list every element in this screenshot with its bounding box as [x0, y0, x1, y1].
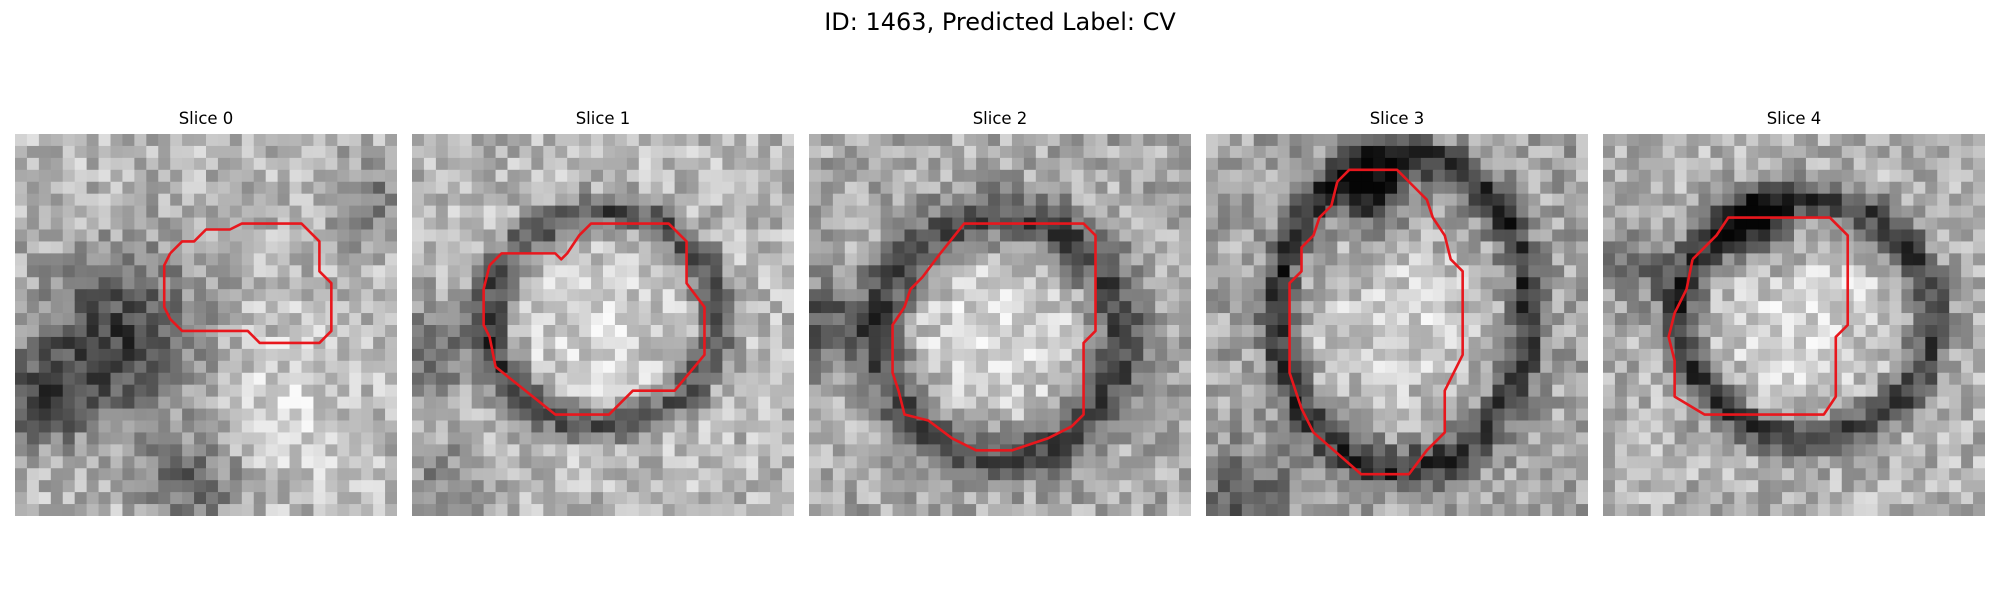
slice-title: Slice 1	[575, 109, 631, 128]
slice-image	[1206, 134, 1588, 516]
segmentation-contour	[162, 222, 333, 345]
segmentation-contour	[1667, 216, 1850, 416]
slice-title: Slice 3	[1369, 109, 1425, 128]
segmentation-contour	[1288, 168, 1464, 476]
slice-title: Slice 0	[178, 109, 234, 128]
slice-image	[809, 134, 1191, 516]
slice-title: Slice 4	[1766, 109, 1822, 128]
segmentation-contour	[891, 222, 1097, 452]
slice-image	[412, 134, 794, 516]
figure-title: ID: 1463, Predicted Label: CV	[824, 8, 1176, 36]
slice-title: Slice 2	[972, 109, 1028, 128]
segmentation-contour	[482, 222, 706, 416]
slice-image	[15, 134, 397, 516]
slice-image	[1603, 134, 1985, 516]
